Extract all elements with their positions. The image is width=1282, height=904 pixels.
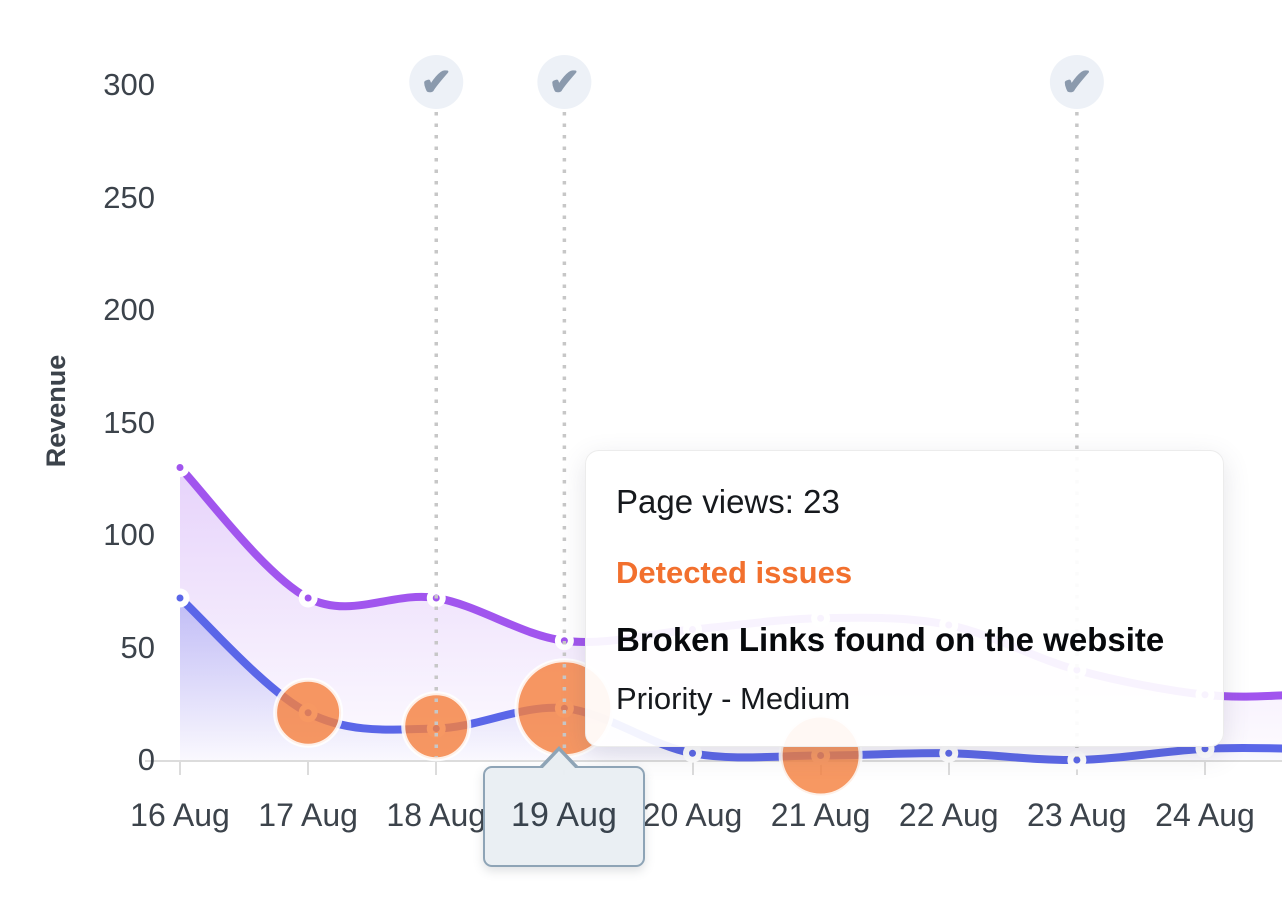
- x-tick-label-24-aug: 24 Aug: [1155, 797, 1255, 833]
- x-axis-tick-18-aug: [435, 762, 438, 775]
- check-badge-23-aug[interactable]: ✔: [1049, 55, 1104, 109]
- tooltip-page-views-value: Page views: 23: [616, 483, 840, 520]
- y-tick-label-300: 300: [103, 67, 155, 102]
- x-tick-label-17-aug: 17 Aug: [258, 797, 358, 833]
- area-page-views: [180, 598, 1282, 761]
- y-tick-label-250: 250: [103, 179, 155, 215]
- check-badge-18-aug[interactable]: ✔: [409, 55, 464, 109]
- y-tick-label-0: 0: [137, 742, 155, 777]
- check-icon: ✔: [420, 62, 452, 104]
- point-page-views-23-aug[interactable]: [1067, 750, 1087, 770]
- y-tick-label-200: 200: [103, 292, 155, 327]
- check-icon: ✔: [548, 62, 580, 104]
- point-revenue-16-aug[interactable]: [170, 458, 190, 477]
- x-axis-line: [145, 760, 1282, 762]
- chart-tooltip: Page views: 23 Detected issues Broken Li…: [585, 450, 1224, 747]
- point-page-views-20-aug[interactable]: [683, 743, 702, 763]
- tooltip-detected-issues-heading: Detected issues: [616, 555, 853, 590]
- x-tick-label-18-aug: 18 Aug: [386, 797, 487, 833]
- x-axis-tick-17-aug: [307, 762, 310, 775]
- x-tick-label-20-aug: 20 Aug: [642, 797, 743, 833]
- x-tick-label-23-aug: 23 Aug: [1027, 797, 1127, 833]
- x-axis-tick-24-aug: [1204, 762, 1206, 775]
- point-page-views-16-aug[interactable]: [170, 588, 190, 608]
- x-axis-tick-16-aug: [179, 762, 181, 775]
- line-page-views: [176, 594, 1282, 765]
- check-icon: ✔: [1061, 62, 1093, 104]
- y-tick-label-100: 100: [103, 517, 155, 552]
- selected-date-label: 19 Aug: [511, 796, 617, 834]
- point-page-views-22-aug[interactable]: [939, 743, 959, 763]
- y-tick-label-50: 50: [120, 629, 155, 665]
- x-tick-label-16-aug: 16 Aug: [130, 797, 230, 833]
- selected-date-callout: 19 Aug: [483, 746, 645, 867]
- point-revenue-19-aug[interactable]: [554, 631, 574, 651]
- issue-bubble-18-aug[interactable]: [401, 691, 472, 762]
- x-tick-label-21-aug: 21 Aug: [770, 797, 871, 833]
- tooltip-issue-priority: Priority - Medium: [616, 681, 851, 716]
- point-revenue-17-aug[interactable]: [298, 588, 318, 608]
- x-tick-label-22-aug: 22 Aug: [898, 797, 999, 833]
- tooltip-issue-title: Broken Links found on the website: [616, 621, 1165, 658]
- check-badge-19-aug[interactable]: ✔: [537, 55, 592, 109]
- y-tick-label-150: 150: [103, 404, 155, 440]
- x-axis-tick-20-aug: [691, 762, 694, 775]
- issue-bubble-17-aug[interactable]: [273, 677, 344, 748]
- x-axis-tick-22-aug: [947, 762, 950, 775]
